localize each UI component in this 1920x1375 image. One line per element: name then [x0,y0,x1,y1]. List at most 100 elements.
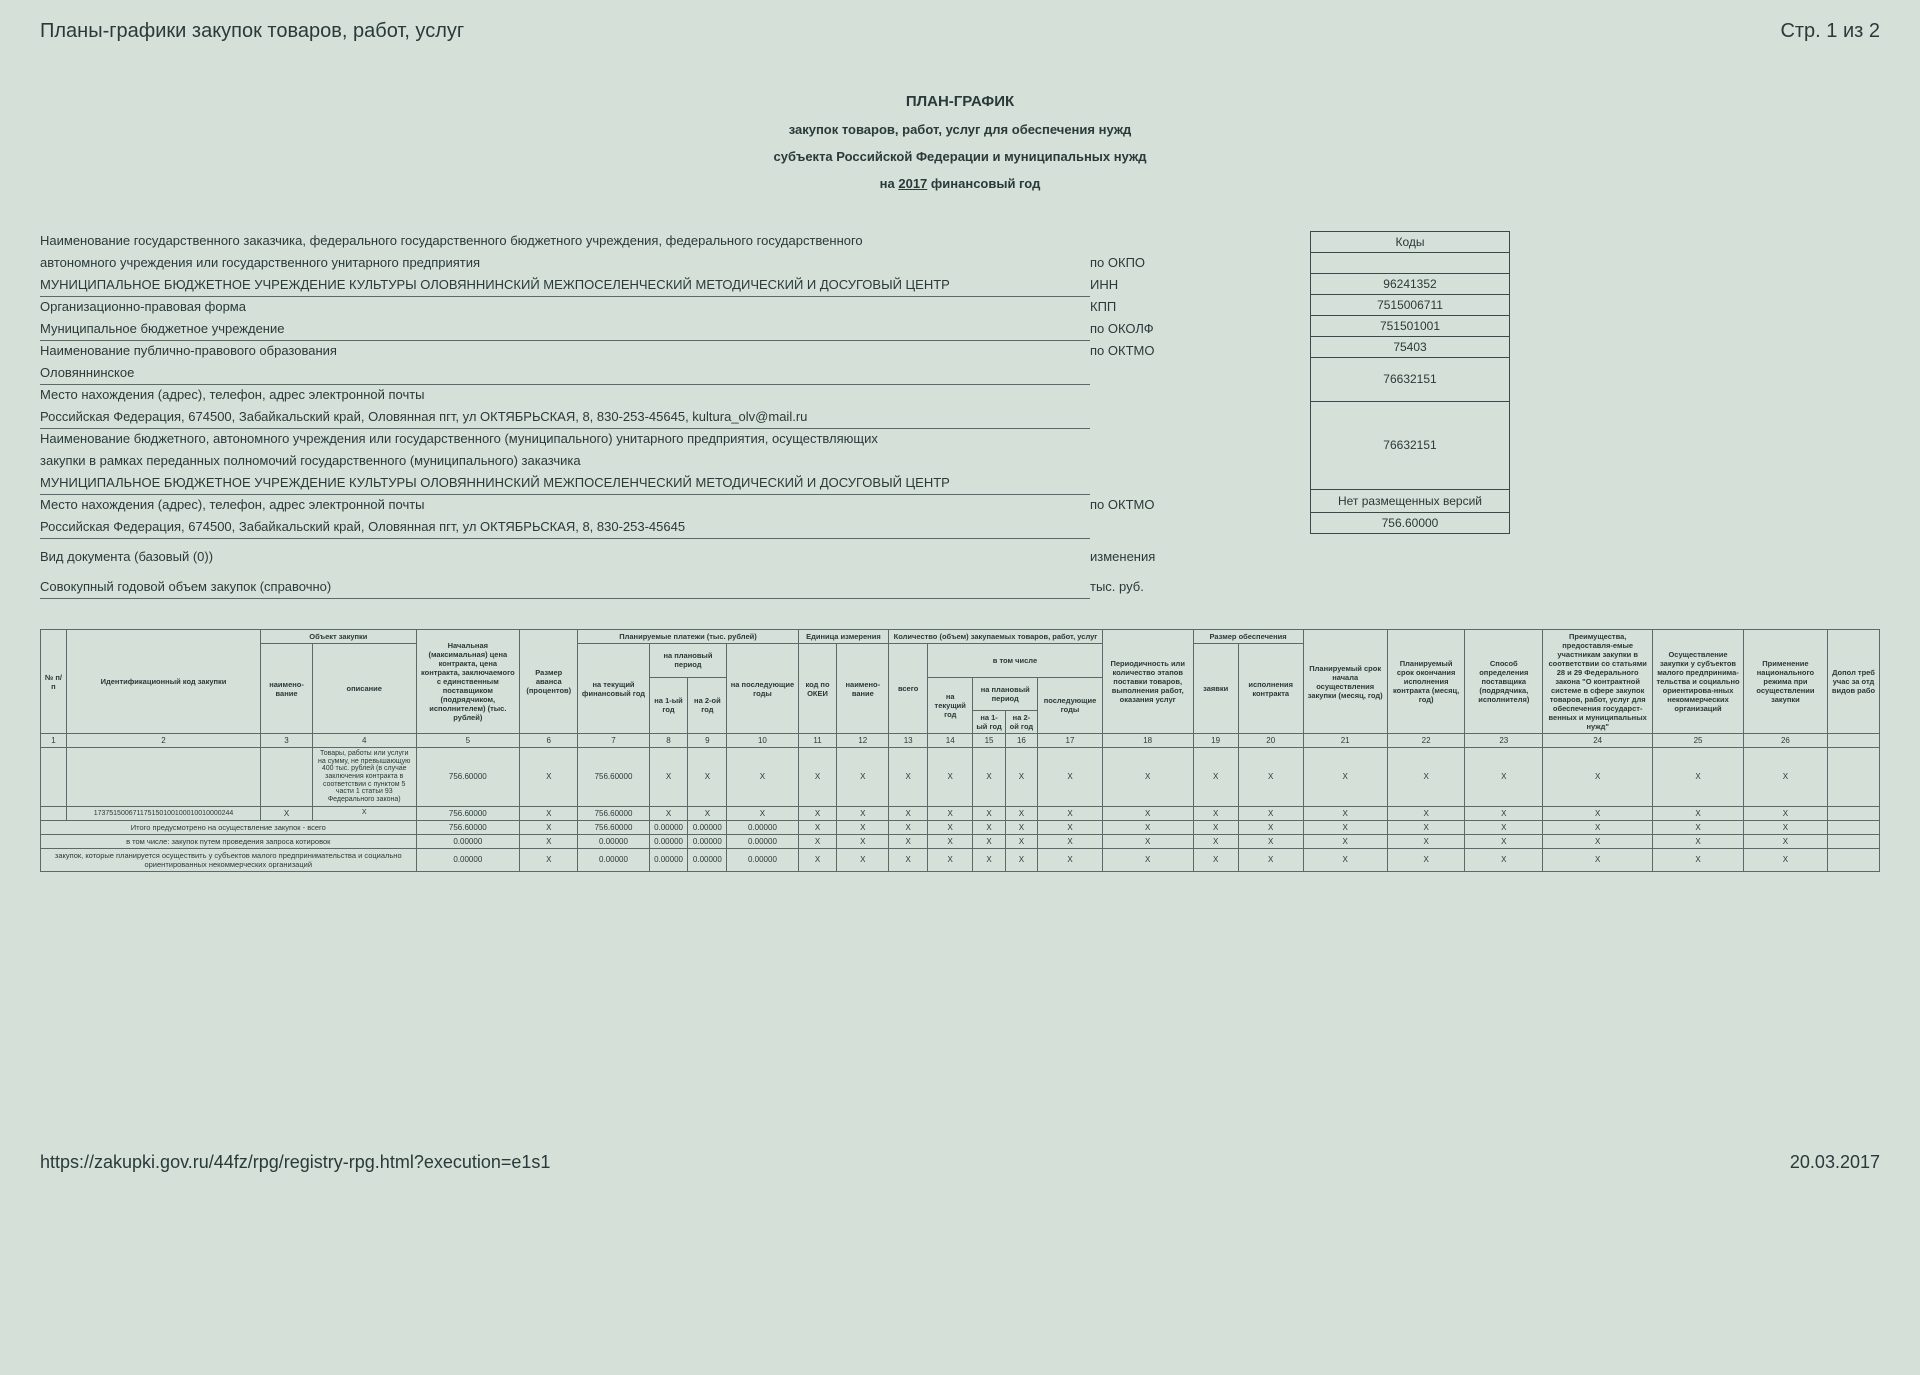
codes-okopf: 75403 [1311,337,1509,358]
info-r7: Оловяннинское [40,363,1090,385]
table-cell: X [1465,834,1543,848]
th-c18: Периодичность или количество этапов пост… [1102,630,1193,734]
table-cell: X [928,834,973,848]
colnum-cell: 20 [1238,734,1303,748]
colnum-cell: 19 [1193,734,1238,748]
th-c16: на 2-ой год [1005,711,1037,734]
info-r3: МУНИЦИПАЛЬНОЕ БЮДЖЕТНОЕ УЧРЕЖДЕНИЕ КУЛЬТ… [40,275,1090,297]
colnum-cell [1828,734,1880,748]
colnum-cell: 15 [973,734,1005,748]
th-c9: на 2-ой год [688,677,727,734]
table-cell: X [1238,806,1303,820]
table-cell: X [1743,834,1827,848]
info-r2: автономного учреждения или государственн… [40,253,1090,275]
table-cell: X [1038,848,1103,871]
colnum-cell: 3 [261,734,313,748]
codes-box: Коды 96241352 7515006711 751501001 75403… [1310,231,1510,534]
table-cell: X [1653,820,1744,834]
table-cell: X [649,748,688,807]
info-right: Коды 96241352 7515006711 751501001 75403… [1310,231,1510,599]
table-cell: X [798,820,837,834]
table-cell [66,748,260,807]
table-cell: 756.60000 [578,820,649,834]
table-cell: 0.00000 [649,820,688,834]
table-cell: X [1743,748,1827,807]
row-label-cell: закупок, которые планируется осуществить… [41,848,417,871]
table-cell: X [1653,806,1744,820]
table-cell: X [1387,748,1465,807]
table-row: в том числе: закупок путем проведения за… [41,834,1880,848]
table-cell: 173751500671175150100100010010000244 [66,806,260,820]
info-r9: Российская Федерация, 674500, Забайкальс… [40,407,1090,429]
colnum-cell: 26 [1743,734,1827,748]
table-cell: X [837,834,889,848]
table-cell: X [1193,748,1238,807]
colnum-cell: 12 [837,734,889,748]
colnum-cell: 14 [928,734,973,748]
table-cell: X [1543,848,1653,871]
table-cell: X [1387,834,1465,848]
mid-kpp: КПП [1090,297,1310,319]
info-left: Наименование государственного заказчика,… [40,231,1090,599]
table-cell: X [1465,806,1543,820]
title-line3: субъекта Российской Федерации и муниципа… [560,149,1360,164]
table-cell [261,748,313,807]
page-header: Планы-графики закупок товаров, работ, ус… [40,20,1880,43]
table-cell: X [1543,820,1653,834]
title-block: ПЛАН-ГРАФИК закупок товаров, работ, услу… [560,93,1360,191]
th-c13: всего [889,644,928,734]
title-line4: на 2017 финансовый год [560,176,1360,191]
th-c12: наимено-вание [837,644,889,734]
table-cell [1828,748,1880,807]
th-c4: описание [312,644,416,734]
table-cell: X [798,834,837,848]
table-cell: X [1653,748,1744,807]
title-line2: закупок товаров, работ, услуг для обеспе… [560,122,1360,137]
table-cell: X [973,748,1005,807]
table-cell: X [1038,748,1103,807]
th-c25: Осуществление закупки у субъектов малого… [1653,630,1744,734]
table-cell [41,806,67,820]
colnum-cell: 4 [312,734,416,748]
info-r8: Место нахождения (адрес), телефон, адрес… [40,385,1090,407]
table-cell: X [1543,806,1653,820]
th-c7: на текущий финансовый год [578,644,649,734]
colnum-cell: 10 [727,734,798,748]
table-cell: X [973,820,1005,834]
mid-izm: изменения [1090,547,1310,569]
codes-head: Коды [1311,232,1509,253]
table-cell: X [688,806,727,820]
th-c1: № п/п [41,630,67,734]
th-c3g: Объект закупки [261,630,416,644]
info-r13: Место нахождения (адрес), телефон, адрес… [40,495,1090,517]
info-r14: Российская Федерация, 674500, Забайкальс… [40,517,1090,539]
info-r1: Наименование государственного заказчика,… [40,231,1090,253]
table-cell: X [1238,820,1303,834]
codes-okpo: 96241352 [1311,274,1509,295]
mid-okopf: по ОКОЛФ [1090,319,1310,341]
info-mid: по ОКПО ИНН КПП по ОКОЛФ по ОКТМО по ОКТ… [1090,231,1310,599]
table-cell: X [1038,820,1103,834]
table-cell: X [1743,806,1827,820]
table-cell: Товары, работы или услуги на сумму, не п… [312,748,416,807]
colnum-cell: 6 [520,734,578,748]
table-cell: X [520,748,578,807]
th-c22: Планируемый срок окончания исполнения ко… [1387,630,1465,734]
codes-kpp: 751501001 [1311,316,1509,337]
table-cell: X [1005,820,1037,834]
table-cell: X [837,806,889,820]
footer-date: 20.03.2017 [1790,1152,1880,1173]
table-cell: X [1465,820,1543,834]
th-c6: Размер аванса (процентов) [520,630,578,734]
table-cell: X [1102,848,1193,871]
colnum-cell: 13 [889,734,928,748]
th-c21: Планируемый срок начала осуществления за… [1303,630,1387,734]
row-label-cell: в том числе: закупок путем проведения за… [41,834,417,848]
table-cell: X [889,848,928,871]
table-cell: X [973,834,1005,848]
th-c8: на 1-ый год [649,677,688,734]
th-c2: Идентификационный код закупки [66,630,260,734]
th-c3: наимено-вание [261,644,313,734]
th-c23: Способ определения поставщика (подрядчик… [1465,630,1543,734]
table-cell: 0.00000 [688,834,727,848]
